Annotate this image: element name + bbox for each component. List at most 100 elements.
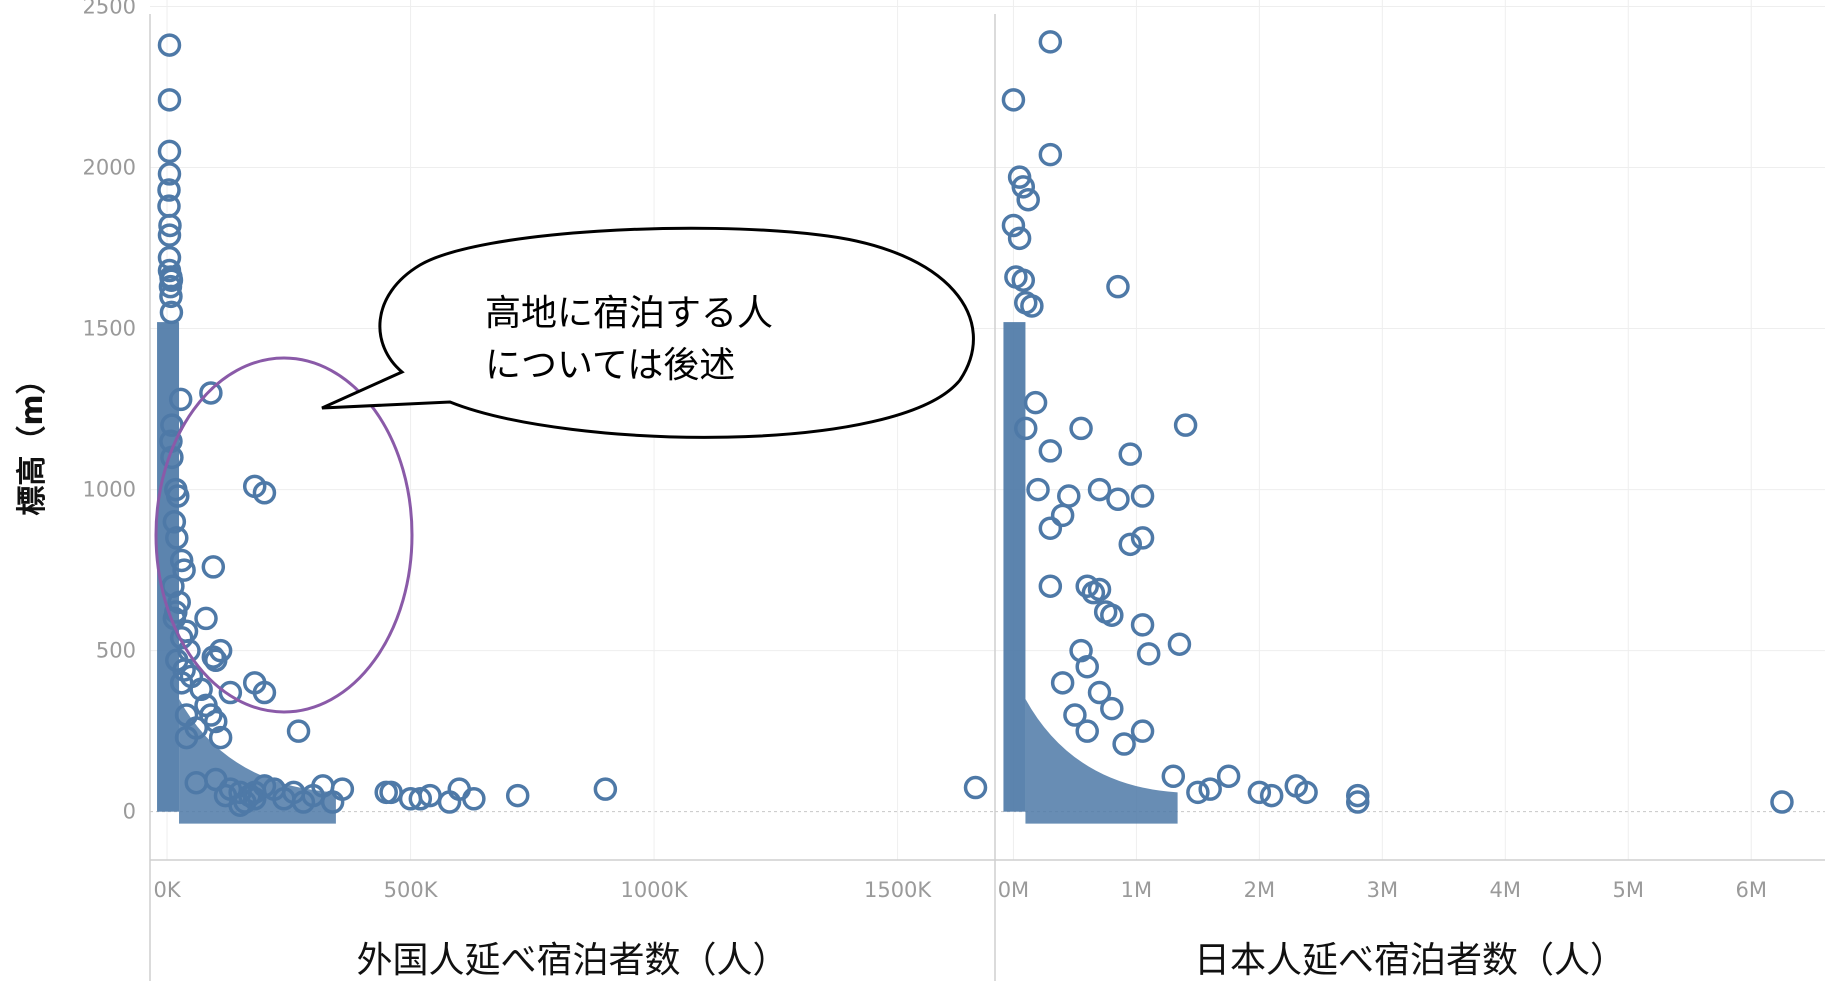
scatter-point [1063, 703, 1087, 727]
y-tick-label: 1500 [83, 317, 136, 341]
y-tick-label: 1000 [83, 478, 136, 502]
scatter-point [1259, 783, 1284, 808]
scatter-point [1038, 142, 1063, 167]
x-tick-label: 1000K [620, 878, 688, 902]
scatter-point [1001, 213, 1026, 238]
scatter-point [1345, 783, 1370, 808]
x-tick-label: 4M [1490, 878, 1521, 902]
scatter-point [418, 783, 442, 808]
scatter-point [1136, 642, 1161, 666]
scatter-point [252, 481, 277, 505]
scatter-point [1130, 613, 1155, 637]
scatter-point [199, 703, 223, 727]
scatter-point [158, 274, 183, 299]
scatter-point [201, 555, 226, 579]
scatter-point [1100, 603, 1124, 627]
scatter-point [165, 526, 189, 550]
highlight-ellipse [154, 356, 414, 714]
x-tick-label: 3M [1367, 878, 1398, 902]
y-axis-title: 標高（m） [15, 364, 50, 515]
scatter-point [1038, 574, 1063, 598]
scatter-point [168, 387, 193, 412]
scatter-point [408, 787, 433, 811]
scatter-point [1118, 442, 1143, 466]
scatter-point [172, 658, 196, 682]
scatter-point [505, 783, 530, 808]
scatter-point [159, 284, 183, 309]
scatter-point [218, 680, 243, 705]
scatter-point [162, 510, 187, 534]
scatter-point [1013, 416, 1038, 441]
grid-layer [150, 0, 1825, 860]
points-layer [157, 30, 1794, 817]
frame-layer [149, 14, 1825, 981]
callout-bubble [321, 226, 975, 439]
scatter-point [462, 787, 486, 811]
scatter-point [157, 139, 182, 164]
scatter-point [1026, 477, 1050, 502]
scatter-point [1023, 390, 1048, 415]
scatter-point [1130, 526, 1155, 550]
y-tick-label: 2000 [83, 155, 136, 179]
scatter-point [1770, 790, 1794, 814]
scatter-point [159, 300, 184, 325]
scatter-point [1167, 632, 1192, 656]
scatter-point [1087, 577, 1112, 602]
scatter-point [174, 725, 199, 750]
scatter-point [252, 680, 277, 705]
y-tick-label: 0 [123, 800, 136, 824]
scatter-point [208, 725, 233, 750]
scatter-point [1050, 503, 1075, 528]
scatter-point [157, 33, 182, 57]
scatter-point [1075, 654, 1099, 679]
scatter-point [1020, 294, 1044, 318]
scatter-point [1173, 413, 1198, 437]
scatter-point [157, 88, 182, 112]
scatter-point [1038, 30, 1063, 54]
scatter-point [1001, 88, 1026, 112]
scatter-point [1038, 439, 1063, 463]
scatter-point [1294, 780, 1318, 805]
x-tick-label: 500K [384, 878, 439, 902]
annotation-callout: 高地に宿泊する人 については後述 [154, 226, 975, 714]
x-tick-label: 0K [153, 878, 181, 902]
scatter-point [330, 777, 355, 801]
dense-mass-base [1003, 698, 1178, 824]
x-axis-title: 外国人延べ宿泊者数（人） [356, 940, 788, 981]
scatter-point [158, 213, 182, 238]
scatter-point [1118, 532, 1143, 557]
scatter-point [1106, 487, 1130, 512]
scatter-point [169, 626, 194, 650]
scatter-point [1011, 175, 1036, 199]
dense-mass-column [1003, 322, 1026, 812]
scatter-point [1069, 416, 1093, 441]
scatter-point [1130, 719, 1155, 743]
scatter-point [242, 780, 267, 805]
x-tick-label: 1500K [864, 878, 932, 902]
x-tick-label: 5M [1613, 878, 1644, 902]
y-tick-label: 500 [96, 639, 136, 663]
scatter-point [1247, 780, 1272, 805]
scatter-point [157, 162, 182, 186]
scatter-point [593, 777, 618, 801]
scatter-point [1100, 696, 1124, 721]
scatter-point [1011, 268, 1036, 292]
scatter-point [1087, 477, 1112, 502]
axis-layer: 0 500 1000 1500 2000 2500 0K 500K 1000K 1500K 外国人延… [15, 0, 1767, 981]
scatter-point [1075, 574, 1099, 598]
scatter-point [157, 178, 181, 202]
scatter-point [1087, 680, 1112, 705]
x-tick-label: 0M [998, 878, 1029, 902]
scatter-point [1130, 484, 1155, 508]
scatter-point [164, 600, 188, 624]
x-tick-label: 2M [1244, 878, 1275, 902]
scatter-point [1075, 719, 1099, 743]
scatter-point [1007, 226, 1032, 251]
x-tick-label: 6M [1735, 878, 1766, 902]
scatter-point [228, 793, 252, 817]
scatter-point [1198, 777, 1222, 801]
scatter-point [963, 775, 988, 800]
scatter-point [1345, 790, 1370, 814]
callout-line-2: については後述 [485, 345, 735, 386]
